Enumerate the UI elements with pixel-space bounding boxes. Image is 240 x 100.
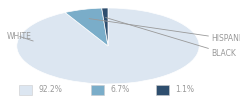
- Wedge shape: [17, 8, 199, 84]
- Wedge shape: [102, 8, 108, 46]
- Text: 6.7%: 6.7%: [110, 86, 130, 94]
- FancyBboxPatch shape: [156, 85, 169, 95]
- Text: BLACK: BLACK: [106, 18, 236, 58]
- Text: HISPANIC: HISPANIC: [89, 19, 240, 44]
- Text: 1.1%: 1.1%: [175, 86, 194, 94]
- Text: WHITE: WHITE: [7, 32, 33, 41]
- FancyBboxPatch shape: [91, 85, 104, 95]
- FancyBboxPatch shape: [19, 85, 32, 95]
- Wedge shape: [65, 8, 108, 46]
- Text: 92.2%: 92.2%: [38, 86, 62, 94]
